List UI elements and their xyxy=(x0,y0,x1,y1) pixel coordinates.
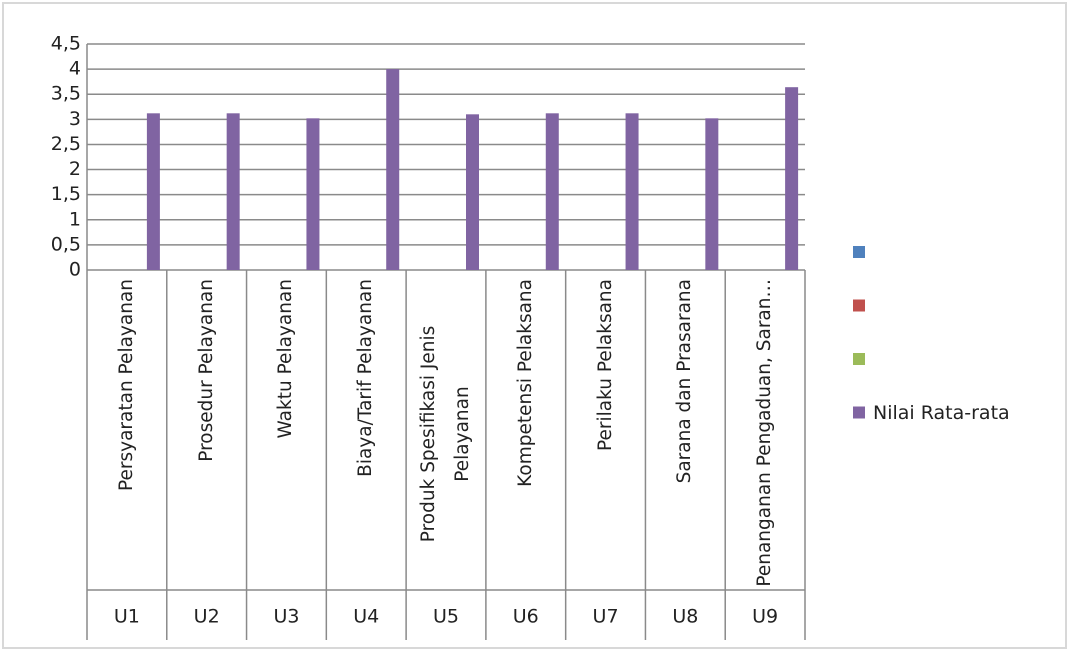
y-tick-label: 2,5 xyxy=(51,133,81,155)
y-tick-label: 3 xyxy=(69,108,81,130)
x-group-label: U2 xyxy=(194,606,220,628)
legend-swatch xyxy=(853,353,865,365)
x-tick-label-box: Produk Spesifikasi Jenis Pelayanan xyxy=(406,279,486,589)
y-tick-label: 0,5 xyxy=(51,233,81,255)
y-tick-label: 2 xyxy=(69,158,81,180)
x-group-label: U1 xyxy=(114,606,140,628)
x-group-label: U5 xyxy=(433,606,459,628)
x-tick-label: Produk Spesifikasi Jenis Pelayanan xyxy=(418,325,473,543)
bar xyxy=(625,113,639,270)
legend-swatch xyxy=(853,299,865,312)
x-tick-label: Waktu Pelayanan xyxy=(275,279,297,439)
bar xyxy=(785,87,799,271)
y-tick-label: 1 xyxy=(69,208,81,230)
x-tick-label-box: Persyaratan Pelayanan xyxy=(87,279,167,589)
legend-swatch xyxy=(853,406,865,419)
y-tick-label: 4 xyxy=(69,58,81,80)
x-tick-label: Prosedur Pelayanan xyxy=(195,279,217,462)
x-group-label: U9 xyxy=(752,606,778,628)
x-group-label: U8 xyxy=(672,606,698,628)
x-tick-label: Perilaku Pelaksana xyxy=(594,279,616,451)
y-tick-label: 4,5 xyxy=(51,33,81,55)
bar xyxy=(466,114,479,270)
x-tick-label-box: Kompetensi Pelaksana xyxy=(486,279,566,589)
x-tick-label-box: Penanganan Pengaduan, Saran… xyxy=(725,279,805,589)
legend-label: Nilai Rata-rata xyxy=(873,402,1010,424)
bar xyxy=(705,118,719,270)
x-tick-label-box: Perilaku Pelaksana xyxy=(566,279,646,589)
legend-swatch xyxy=(853,246,865,258)
bar xyxy=(386,69,400,270)
x-group-label: U4 xyxy=(353,606,379,628)
bar xyxy=(146,113,160,270)
x-tick-label-box: Sarana dan Prasarana xyxy=(645,279,725,589)
x-tick-label: Biaya/Tarif Pelayanan xyxy=(355,279,377,477)
x-tick-label: Penanganan Pengaduan, Saran… xyxy=(754,279,776,587)
x-tick-label: Kompetensi Pelaksana xyxy=(514,279,536,487)
y-tick-label: 0 xyxy=(69,259,81,281)
bar xyxy=(306,118,320,270)
x-tick-label: Sarana dan Prasarana xyxy=(674,279,696,484)
x-tick-label-box: Waktu Pelayanan xyxy=(246,279,326,589)
x-group-label: U6 xyxy=(513,606,539,628)
x-group-label: U7 xyxy=(593,606,619,628)
y-tick-label: 3,5 xyxy=(51,83,81,105)
x-tick-label: Persyaratan Pelayanan xyxy=(115,279,137,491)
bar xyxy=(545,113,559,270)
x-tick-label-box: Biaya/Tarif Pelayanan xyxy=(326,279,406,589)
x-group-label: U3 xyxy=(273,606,299,628)
bar xyxy=(226,113,240,270)
x-tick-label-box: Prosedur Pelayanan xyxy=(167,279,247,589)
y-tick-label: 1,5 xyxy=(51,183,81,205)
